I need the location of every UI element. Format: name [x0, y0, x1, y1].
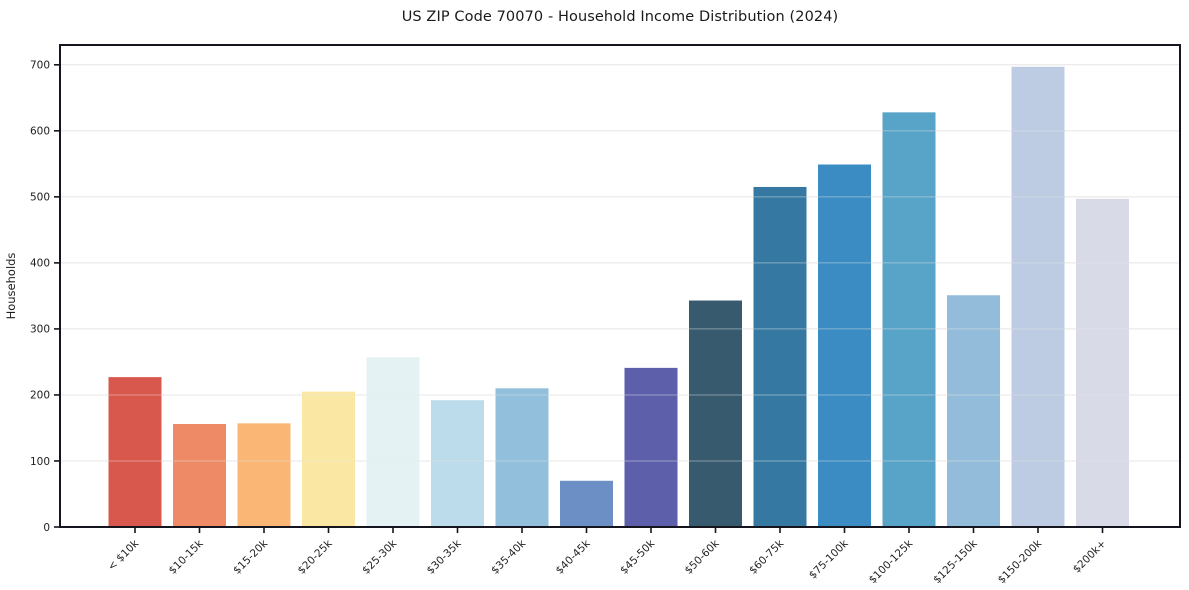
x-tick-label: $30-35k [425, 537, 465, 577]
x-tick-label: $10-15k [167, 537, 207, 577]
y-tick-label: 0 [43, 522, 50, 534]
x-tick-label: < $10k [106, 537, 142, 573]
y-tick-label: 700 [30, 60, 50, 72]
x-tick-label: $25-30k [360, 537, 400, 577]
bar-$150-200k [1011, 66, 1065, 528]
x-tick-label: $45-50k [618, 537, 658, 577]
y-tick-label: 200 [30, 390, 50, 402]
bar-$15-20k [237, 423, 291, 527]
chart-title: US ZIP Code 70070 - Household Income Dis… [401, 9, 839, 25]
bar-$200k+ [1076, 198, 1129, 527]
x-tick-label: $60-75k [747, 537, 787, 577]
x-tick-label: $150-200k [996, 537, 1045, 586]
bar-$30-35k [431, 400, 484, 527]
x-tick-label: $200k+ [1071, 538, 1109, 576]
bar-$125-150k [947, 295, 1000, 527]
x-tick-label: $100-125k [867, 537, 916, 586]
bar-$40-45k [560, 480, 613, 527]
x-tick-label: $125-150k [931, 537, 980, 586]
bar-$35-40k [495, 388, 549, 527]
x-tick-label: $20-25k [296, 537, 336, 577]
bar-< $10k [108, 377, 162, 527]
x-tick-label: $50-60k [683, 537, 723, 577]
y-tick-label: 400 [30, 258, 50, 270]
bar-$10-15k [173, 423, 226, 527]
y-tick-label: 500 [30, 192, 50, 204]
y-tick-label: 100 [30, 456, 50, 468]
bar-$20-25k [302, 391, 355, 527]
bar-$45-50k [624, 367, 678, 527]
bar-$25-30k [366, 357, 420, 527]
bar-$100-125k [882, 112, 936, 527]
plot-border [59, 44, 1181, 528]
bar-$50-60k [689, 300, 742, 527]
x-tick-label: $75-100k [807, 537, 851, 581]
bar-$75-100k [818, 164, 871, 527]
y-axis-label: Households [4, 253, 18, 320]
x-tick-label: $15-20k [231, 537, 271, 577]
x-tick-label: $35-40k [489, 537, 529, 577]
bar-$60-75k [753, 186, 807, 527]
y-tick-label: 300 [30, 324, 50, 336]
x-tick-label: $40-45k [554, 537, 594, 577]
y-tick-label: 600 [30, 126, 50, 138]
